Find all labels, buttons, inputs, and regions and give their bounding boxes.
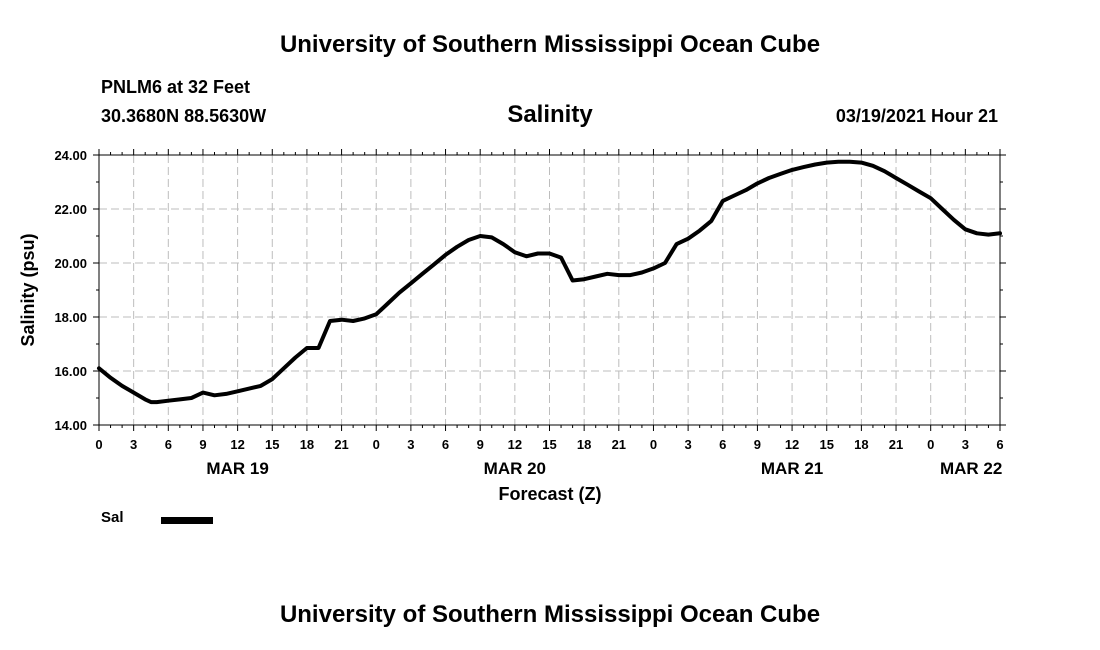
y-tick-label: 14.00: [54, 418, 87, 433]
y-tick-label: 24.00: [54, 148, 87, 163]
y-tick-label: 16.00: [54, 364, 87, 379]
x-tick-label: 18: [300, 437, 314, 452]
grid: [99, 155, 1000, 425]
x-tick-label: 18: [577, 437, 591, 452]
series-line-sal: [97, 159, 1002, 405]
x-tick-label: 21: [612, 437, 626, 452]
x-tick-label: 15: [819, 437, 833, 452]
x-tick-label: 9: [754, 437, 761, 452]
y-axis-title: Salinity (psu): [18, 233, 38, 346]
footer-title: University of Southern Mississippi Ocean…: [279, 601, 821, 628]
x-tick-label: 15: [265, 437, 279, 452]
x-tick-label: 3: [684, 437, 691, 452]
x-tick-label: 12: [508, 437, 522, 452]
coordinates-label: 30.3680N 88.5630W: [101, 106, 267, 126]
valid-time-label: 03/19/2021 Hour 21: [835, 106, 998, 126]
y-tick-label: 20.00: [54, 256, 87, 271]
y-tick-label: 22.00: [54, 202, 87, 217]
x-tick-label: 9: [477, 437, 484, 452]
axis-ticks: [93, 149, 1006, 431]
x-tick-label: 6: [719, 437, 726, 452]
x-tick-label: 6: [996, 437, 1003, 452]
x-tick-label: 21: [889, 437, 903, 452]
x-tick-label: 18: [854, 437, 868, 452]
x-axis-title: Forecast (Z): [498, 484, 601, 504]
legend-label: Sal: [101, 509, 124, 526]
x-tick-label: 6: [442, 437, 449, 452]
x-tick-label: 9: [199, 437, 206, 452]
x-tick-label: 21: [334, 437, 348, 452]
date-label: MAR 22: [940, 459, 1002, 478]
legend-swatch: [161, 517, 213, 524]
series-layer: [97, 159, 1002, 405]
x-tick-label: 3: [130, 437, 137, 452]
x-tick-label: 12: [230, 437, 244, 452]
x-tick-label: 15: [542, 437, 556, 452]
y-tick-label: 18.00: [54, 310, 87, 325]
x-tick-label: 3: [962, 437, 969, 452]
x-tick-label: 12: [785, 437, 799, 452]
axis-labels: 14.00 16.00 18.00 20.00 22.00 24.00 0 3 6 9 12 15 18…: [54, 148, 1003, 478]
x-tick-label: 6: [165, 437, 172, 452]
station-label: PNLM6 at 32 Feet: [101, 77, 251, 97]
chart-title: Salinity: [507, 101, 593, 128]
x-tick-label: 0: [95, 437, 102, 452]
date-label: MAR 21: [761, 459, 823, 478]
page-title: University of Southern Mississippi Ocean…: [279, 31, 821, 58]
x-tick-label: 0: [373, 437, 380, 452]
date-label: MAR 20: [484, 459, 546, 478]
x-tick-label: 3: [407, 437, 414, 452]
x-tick-label: 0: [650, 437, 657, 452]
date-label: MAR 19: [206, 459, 268, 478]
x-tick-label: 0: [927, 437, 934, 452]
